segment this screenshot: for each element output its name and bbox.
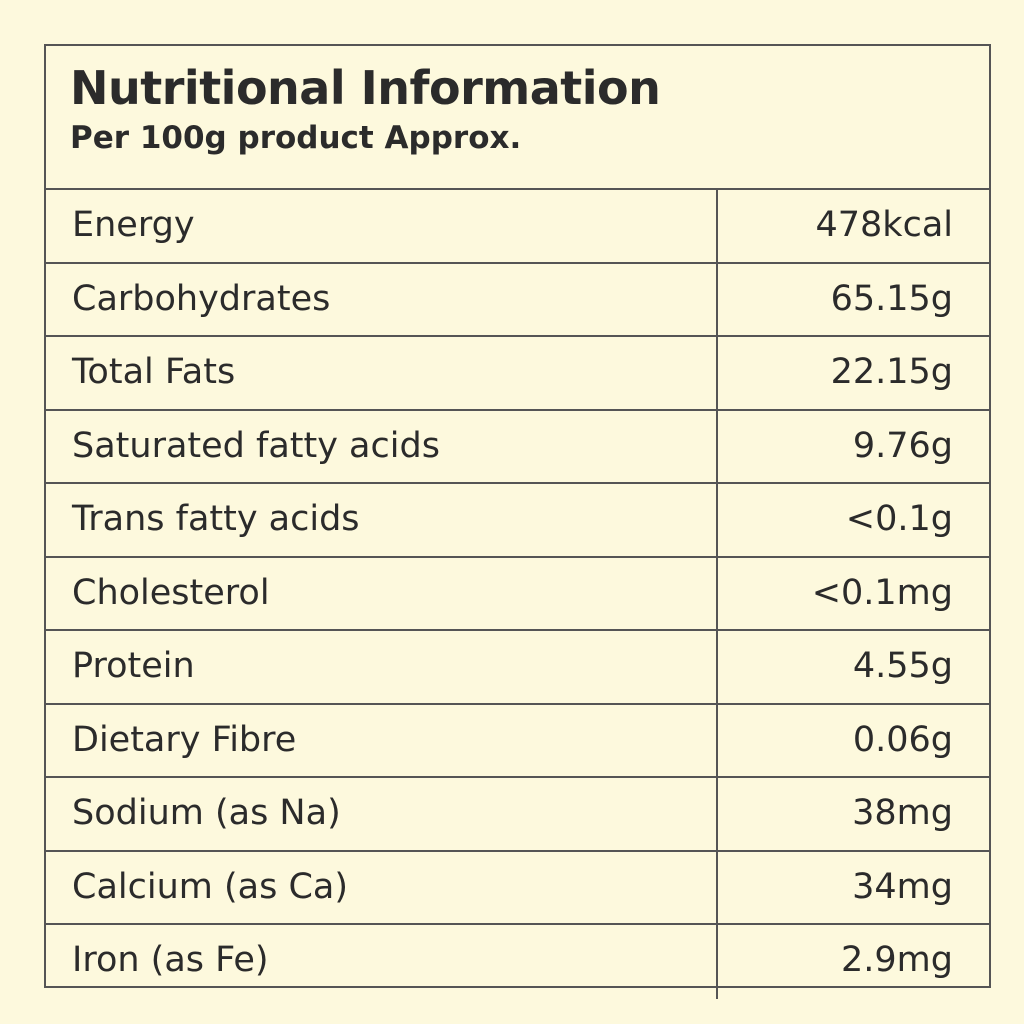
table-row: Trans fatty acids <0.1g [46, 484, 989, 558]
table-row: Total Fats 22.15g [46, 337, 989, 411]
table-row: Energy 478kcal [46, 190, 989, 264]
nutrient-name: Total Fats [46, 337, 718, 409]
subtitle: Per 100g product Approx. [70, 120, 522, 156]
table-row: Dietary Fibre 0.06g [46, 704, 989, 778]
table-row: Carbohydrates 65.15g [46, 263, 989, 337]
table-row: Sodium (as Na) 38mg [46, 778, 989, 852]
nutrient-value: 4.55g [852, 646, 953, 686]
nutrient-value: 38mg [852, 793, 953, 833]
header: Nutritional Information Per 100g product… [46, 46, 989, 190]
nutrient-value: <0.1g [845, 499, 953, 539]
nutrient-value: 2.9mg [841, 940, 953, 980]
nutrient-value: 22.15g [830, 352, 953, 392]
nutrition-table: Energy 478kcal Carbohydrates 65.15g Total Fa… [46, 190, 989, 999]
nutrient-name: Iron (as Fe) [46, 925, 718, 999]
nutrient-name: Calcium (as Ca) [46, 851, 718, 923]
nutrient-name: Sodium (as Na) [46, 778, 718, 850]
table-row: Cholesterol <0.1mg [46, 557, 989, 631]
nutrient-name: Saturated fatty acids [46, 410, 718, 482]
nutrient-value: <0.1mg [811, 572, 953, 613]
nutrient-value: 0.06g [852, 719, 953, 760]
nutrient-name: Carbohydrates [46, 263, 718, 335]
nutrient-name: Trans fatty acids [46, 484, 718, 556]
nutrient-name: Protein [46, 631, 718, 703]
table-row: Protein 4.55g [46, 631, 989, 705]
nutrition-panel: Nutritional Information Per 100g product… [44, 44, 991, 999]
table-row: Calcium (as Ca) 34mg [46, 851, 989, 925]
nutrient-value: 65.15g [830, 278, 953, 319]
table-row: Iron (as Fe) 2.9mg [46, 925, 989, 999]
nutrient-value: 478kcal [815, 205, 954, 245]
nutrient-value: 9.76g [852, 425, 953, 466]
nutrient-name: Cholesterol [46, 557, 718, 629]
table-row: Saturated fatty acids 9.76g [46, 410, 989, 484]
nutrient-name: Dietary Fibre [46, 704, 718, 776]
title: Nutritional Information [70, 61, 661, 115]
nutrient-value: 34mg [852, 866, 953, 907]
nutrient-name: Energy [46, 190, 718, 262]
